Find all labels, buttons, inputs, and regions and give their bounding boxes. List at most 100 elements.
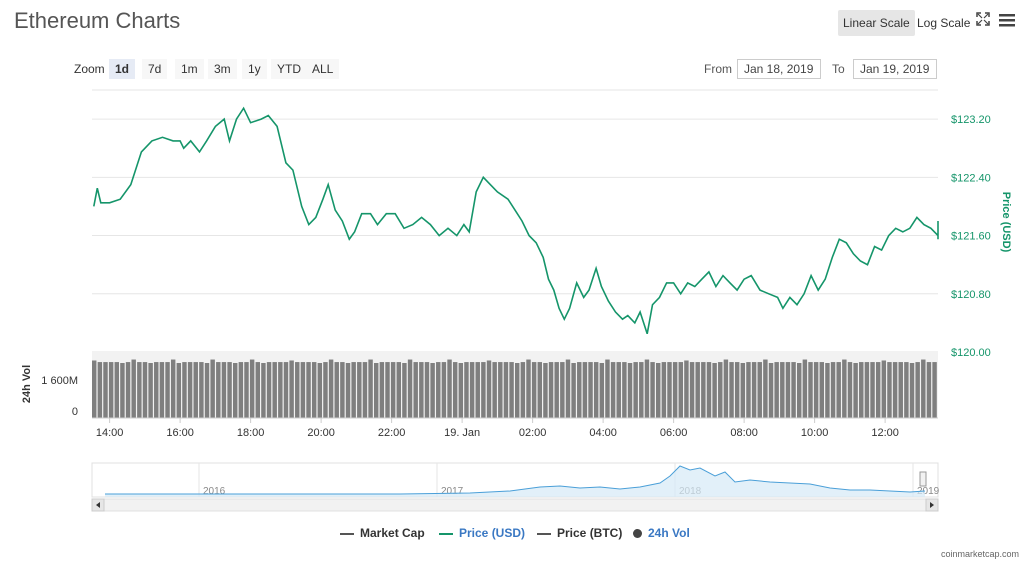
volume-bar: [244, 362, 249, 418]
volume-bar: [452, 362, 458, 418]
volume-bar: [469, 362, 475, 418]
volume-bar: [402, 363, 407, 418]
volume-bar: [317, 363, 323, 418]
volume-bar: [875, 362, 881, 418]
volume-bar: [300, 362, 306, 418]
legend-price-usd[interactable]: Price (USD): [439, 526, 525, 540]
zoom-1m-button[interactable]: 1m: [175, 59, 204, 79]
volume-bar: [531, 362, 537, 418]
y-axis-title: Price (USD): [1000, 192, 1012, 253]
volume-bar: [227, 362, 232, 418]
volume-bar: [204, 363, 210, 418]
volume-bar: [165, 362, 170, 418]
volume-bar: [560, 362, 565, 418]
line-symbol-icon: [537, 532, 551, 535]
volume-bar: [475, 362, 480, 418]
from-date-input[interactable]: [737, 59, 821, 79]
zoom-all-button[interactable]: ALL: [306, 59, 340, 79]
zoom-3m-button[interactable]: 3m: [208, 59, 237, 79]
x-tick-label: 14:00: [96, 427, 124, 439]
to-date-input[interactable]: [853, 59, 937, 79]
credit-link[interactable]: coinmarketcap.com: [940, 549, 1019, 559]
zoom-1y-button[interactable]: 1y: [242, 59, 267, 79]
volume-bar: [131, 359, 136, 418]
zoom-ytd-button[interactable]: YTD: [271, 59, 307, 79]
x-tick-label: 20:00: [307, 427, 335, 439]
volume-bar: [368, 359, 373, 418]
volume-bar: [729, 362, 734, 418]
arrow-left-icon: [96, 502, 100, 508]
volume-bar: [774, 362, 779, 418]
volume-bar: [187, 362, 193, 418]
legend-24h-vol[interactable]: 24h Vol: [633, 526, 690, 540]
volume-bar: [447, 359, 452, 418]
volume-bar: [571, 363, 576, 418]
volume-bar: [233, 363, 238, 418]
volume-bar: [870, 362, 875, 418]
volume-bar: [351, 362, 356, 418]
log-scale-button[interactable]: Log Scale: [917, 16, 971, 30]
volume-bar: [543, 363, 548, 418]
volume-bar: [582, 362, 588, 418]
line-symbol-icon: [340, 532, 354, 535]
fullscreen-icon[interactable]: [976, 12, 990, 31]
y-tick-label: $120.80: [951, 289, 991, 301]
zoom-7d-button[interactable]: 7d: [142, 59, 168, 79]
volume-bar: [853, 363, 858, 418]
legend-price-btc[interactable]: Price (BTC): [537, 526, 622, 540]
volume-bar: [486, 360, 492, 418]
volume-bar: [159, 362, 165, 418]
x-tick-label: 10:00: [801, 427, 829, 439]
volume-bar: [926, 362, 932, 418]
volume-bar: [441, 362, 447, 418]
volume-bar: [672, 362, 678, 418]
volume-bar: [830, 362, 836, 418]
volume-bar: [554, 362, 559, 418]
volume-bar: [768, 363, 774, 418]
navigator-scrollbar[interactable]: [91, 498, 939, 512]
volume-bar: [684, 360, 689, 418]
x-tick-label: 18:00: [237, 427, 265, 439]
volume-bar: [323, 362, 328, 418]
y-tick-label: $122.40: [951, 172, 991, 184]
x-tick-label: 12:00: [871, 427, 899, 439]
volume-bar: [328, 359, 334, 418]
volume-bar: [864, 362, 870, 418]
navigator-area: [105, 466, 925, 497]
volume-bar: [667, 362, 672, 418]
volume-bar: [740, 363, 746, 418]
menu-icon[interactable]: [998, 12, 1016, 33]
volume-bar: [137, 362, 142, 418]
volume-axis-title: 24h Vol: [21, 365, 33, 403]
navigator-series-line: [105, 465, 926, 495]
volume-bar: [701, 362, 706, 418]
navigator[interactable]: 2016201720182019: [91, 462, 940, 512]
volume-bar: [498, 362, 503, 418]
navigator-handle[interactable]: [919, 471, 927, 487]
volume-bar: [289, 360, 294, 418]
volume-bar: [385, 362, 390, 418]
volume-bar: [515, 363, 520, 418]
volume-bar: [261, 363, 266, 418]
volume-bar: [374, 363, 379, 418]
y-tick-label: $121.60: [951, 231, 991, 243]
y-tick-label: $120.00: [951, 347, 991, 359]
volume-bar: [593, 362, 599, 418]
zoom-1d-button[interactable]: 1d: [109, 59, 136, 79]
volume-bar: [272, 362, 277, 418]
volume-bar: [616, 362, 621, 418]
volume-bar: [362, 362, 368, 418]
to-label: To: [832, 62, 845, 76]
navigator-label: 2017: [441, 486, 464, 497]
volume-bar: [419, 362, 424, 418]
volume-bar: [255, 362, 260, 418]
volume-bar: [148, 363, 153, 418]
linear-scale-button[interactable]: Linear Scale: [838, 10, 915, 36]
volume-bar: [108, 362, 114, 418]
volume-bar: [458, 363, 464, 418]
legend-market-cap[interactable]: Market Cap: [340, 526, 425, 540]
volume-bar: [216, 362, 221, 418]
volume-bar: [103, 362, 108, 418]
volume-bar: [424, 362, 430, 418]
